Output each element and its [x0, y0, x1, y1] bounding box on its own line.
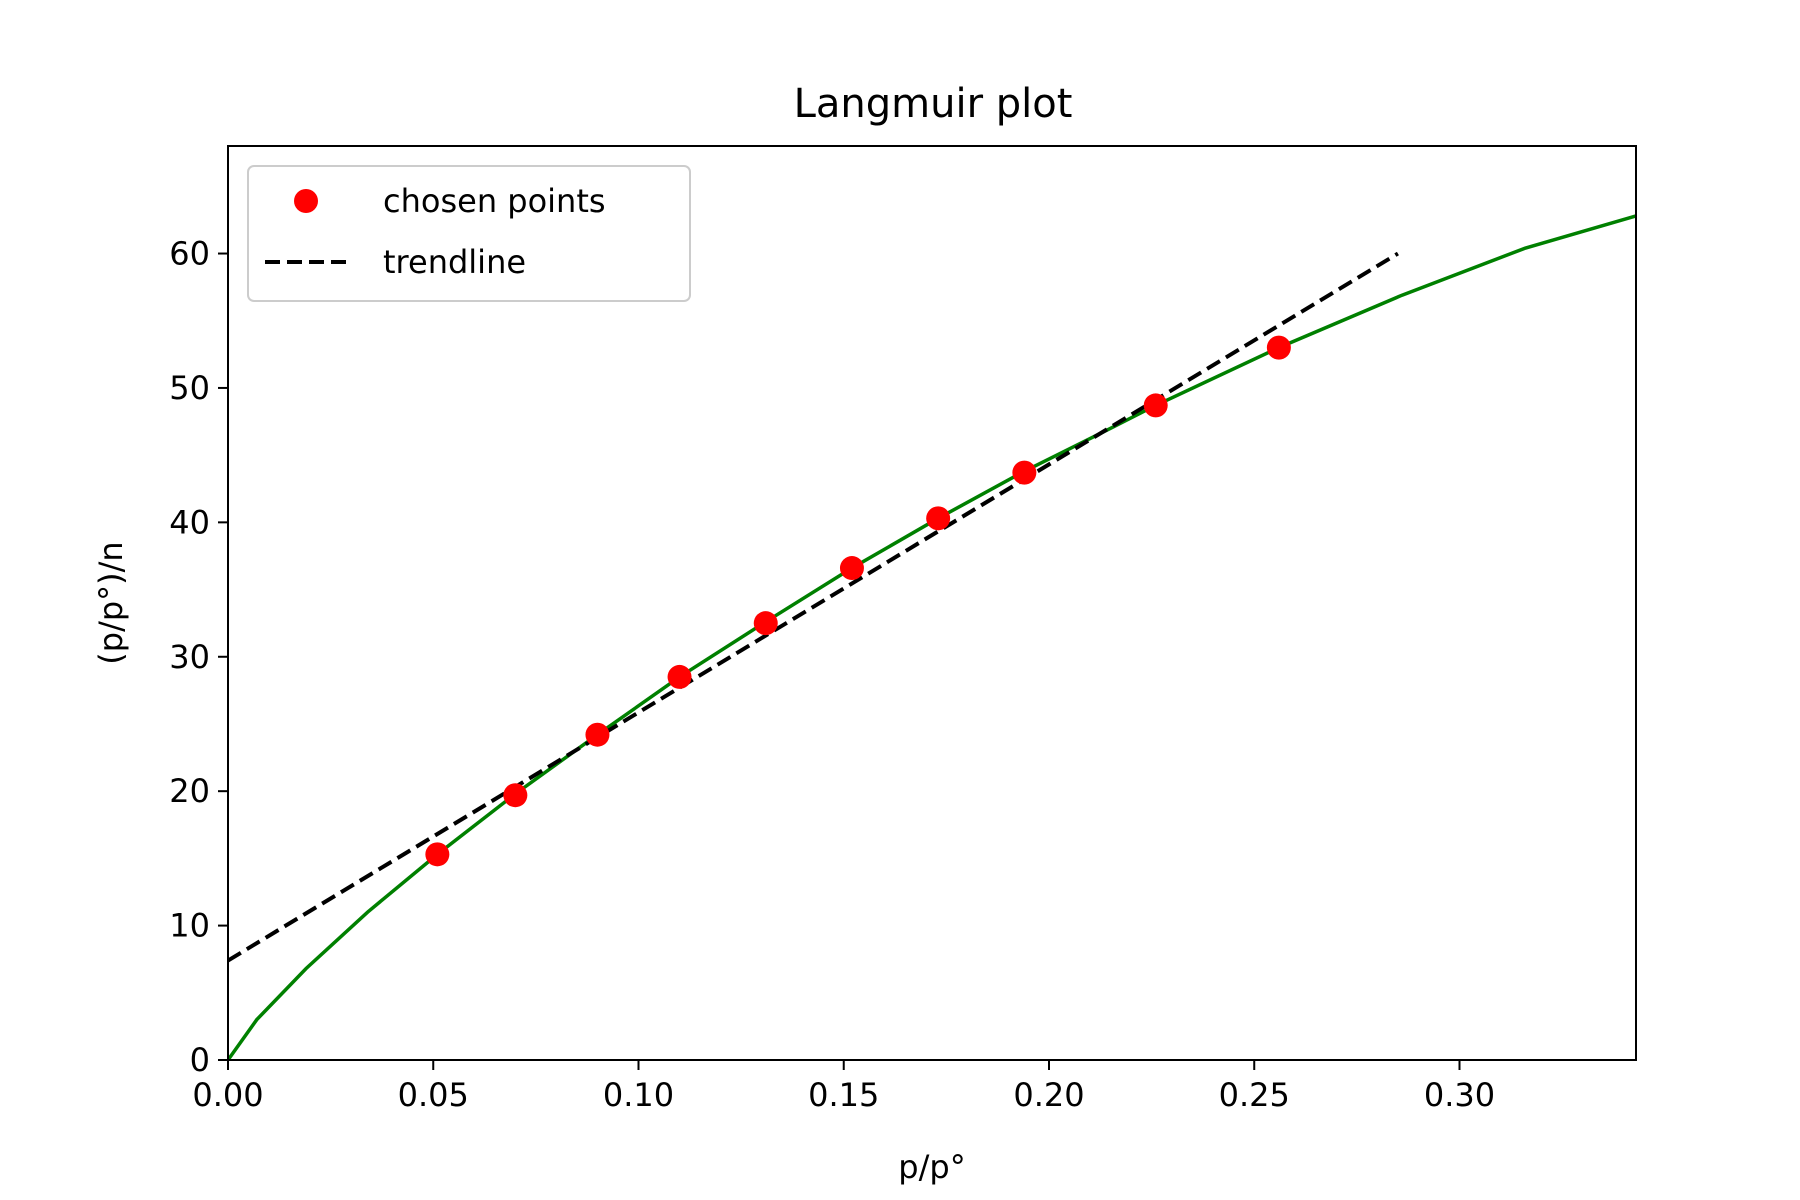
plot-marks [228, 214, 1636, 1060]
y-tick-label: 40 [169, 503, 210, 541]
chosen-point [839, 556, 864, 581]
legend-label-trendline: trendline [383, 243, 526, 281]
chosen-point [753, 611, 778, 636]
chosen-point [1012, 460, 1037, 485]
trendline [228, 251, 1399, 963]
chosen-point [425, 842, 450, 867]
y-axis-label: (p/p°)/n [92, 541, 130, 664]
x-axis: 0.00 0.05 0.10 0.15 0.20 0.25 0.30 [192, 1060, 1495, 1114]
chosen-point [1266, 335, 1291, 360]
y-axis: 0 10 20 30 40 50 60 [169, 235, 228, 1079]
x-tick-label: 0.30 [1424, 1076, 1495, 1114]
chosen-point [503, 783, 528, 808]
x-tick-label: 0.05 [398, 1076, 469, 1114]
y-tick-label: 0 [190, 1041, 210, 1079]
y-tick-label: 60 [169, 235, 210, 273]
x-tick-label: 0.10 [603, 1076, 674, 1114]
y-tick-label: 50 [169, 369, 210, 407]
isotherm-curve [228, 214, 1636, 1060]
chosen-point [585, 722, 610, 747]
x-axis-label: p/p° [898, 1148, 965, 1186]
plot-area [228, 214, 1636, 1060]
legend-box [247, 165, 691, 302]
x-tick-label: 0.20 [1013, 1076, 1084, 1114]
y-tick-label: 20 [169, 772, 210, 810]
legend-marker-chosen-points [294, 189, 318, 213]
chart-title: Langmuir plot [794, 81, 1073, 127]
y-tick-label: 30 [169, 638, 210, 676]
x-tick-label: 0.00 [192, 1076, 263, 1114]
y-tick-label: 10 [169, 907, 210, 945]
legend: chosen points trendline [247, 165, 691, 302]
chosen-point [667, 664, 692, 689]
chosen-point [926, 506, 951, 531]
axes-frame [227, 145, 1637, 1061]
chosen-point [1143, 393, 1168, 418]
x-tick-label: 0.25 [1219, 1076, 1290, 1114]
x-tick-label: 0.15 [808, 1076, 879, 1114]
legend-label-chosen-points: chosen points [383, 182, 606, 220]
